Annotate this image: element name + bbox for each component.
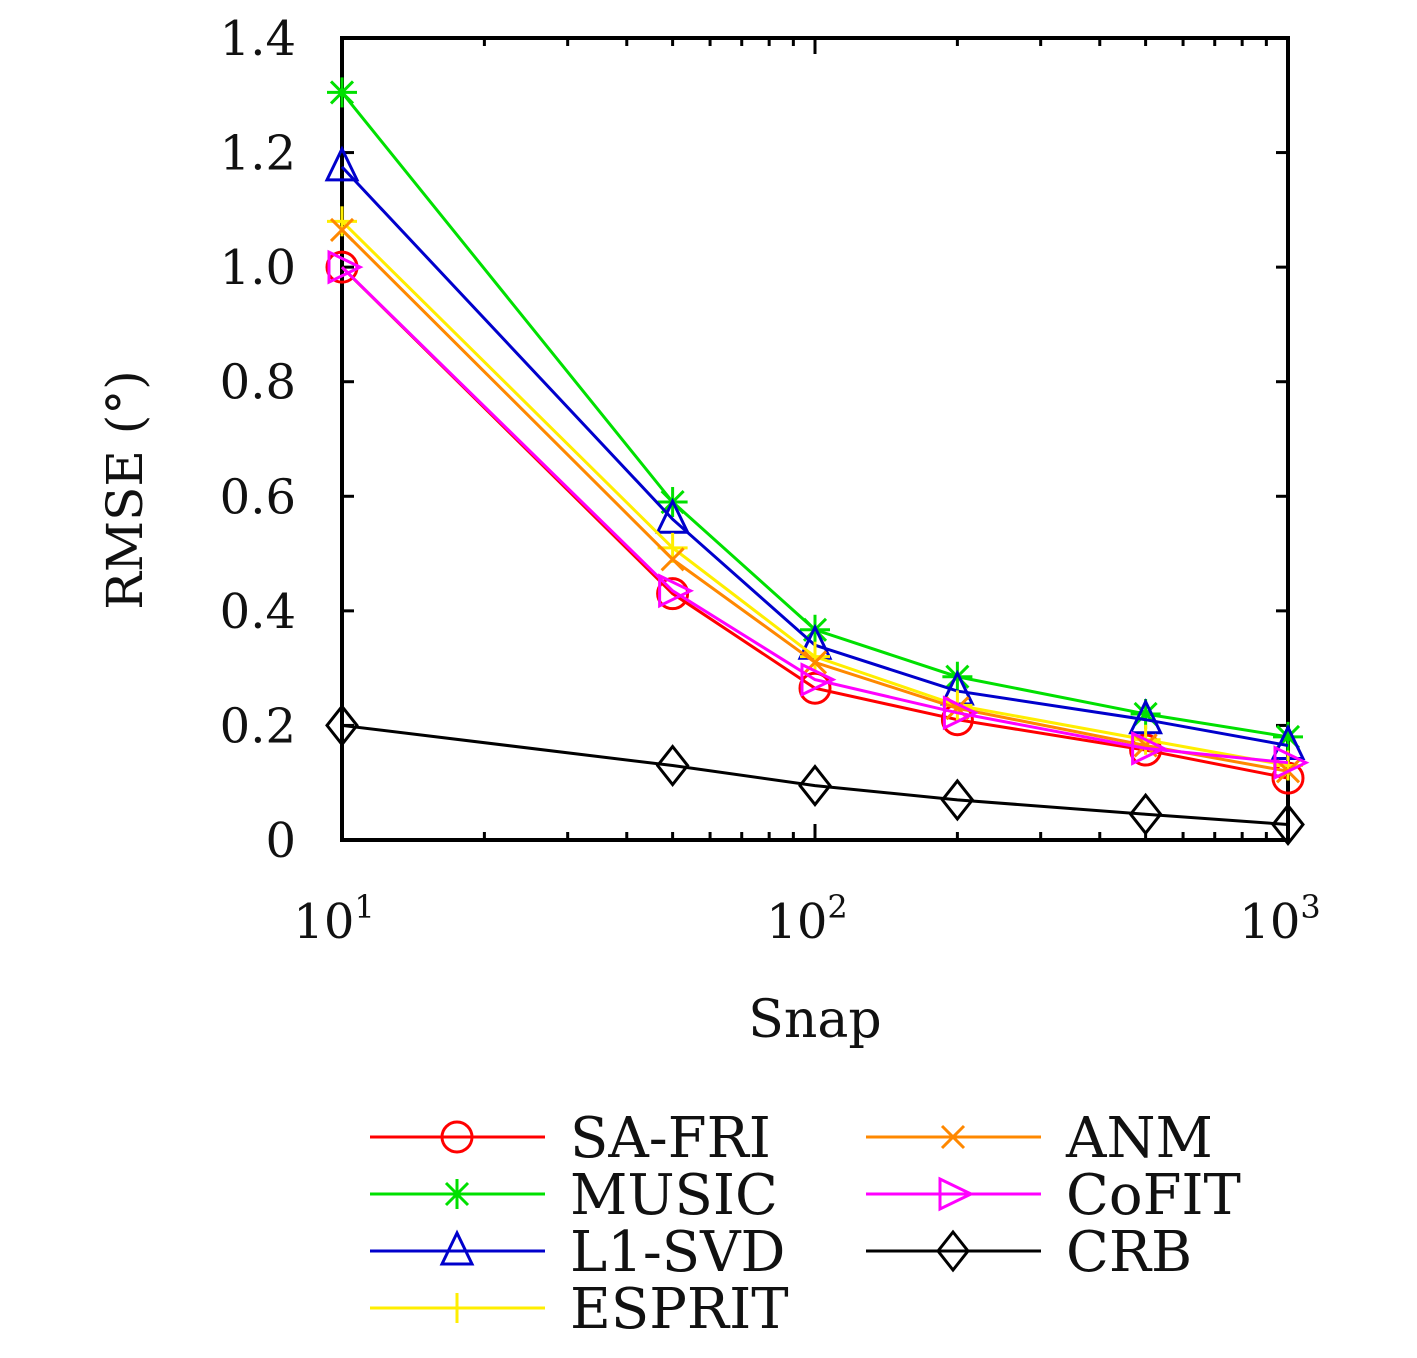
legend-item: ESPRIT [370,1277,789,1342]
legend-item: ANM [866,1106,1213,1171]
data-point-diamond-marker [1271,803,1305,846]
series-esprit [327,206,1303,781]
y-tick-label: 0 [265,813,296,869]
series-line [340,266,1289,765]
legend-label: ANM [1065,1106,1213,1171]
y-tick-label: 0.8 [220,355,296,411]
data-point-diamond-marker [655,744,690,787]
legend-asterisk-marker [444,1181,470,1207]
legend-label: ESPRIT [570,1277,789,1342]
legend-right-triangle-marker [938,1176,975,1212]
legend-label: MUSIC [570,1163,778,1228]
y-axis-label: RMSE (°) [96,370,154,610]
y-tick-label: 1.0 [220,240,296,296]
legend-circle-marker [440,1120,474,1154]
series-anm [329,217,1301,784]
legend-item: L1-SVD [370,1220,785,1285]
data-point-right-triangle-marker [942,695,979,731]
legend-label: CoFIT [1066,1163,1241,1228]
y-tick-label: 1.4 [220,11,296,67]
data-point-right-triangle-marker [800,662,837,697]
data-point-right-triangle-marker [1131,730,1168,766]
legend-item: MUSIC [370,1163,778,1228]
legend-label: CRB [1066,1220,1192,1285]
data-point-circle-marker [798,671,832,705]
data-point-right-triangle-marker [1273,745,1310,781]
legend-label: L1-SVD [570,1220,785,1285]
y-tick-label: 1.2 [220,126,296,182]
series-line [341,723,1289,827]
x-axis-label: Snap [748,990,881,1050]
data-point-asterisk-marker [329,80,355,105]
data-point-triangle-marker [655,497,691,534]
series-line [340,266,1289,780]
y-tick-label: 0.2 [220,698,296,754]
series-cofit [327,249,1310,781]
data-point-x-marker [945,696,970,721]
x-tick-label: 101 [293,888,374,950]
data-point-triangle-marker [324,145,360,182]
series-line [340,228,1289,773]
data-point-diamond-marker [1128,792,1163,836]
data-point-diamond-marker [798,764,832,807]
data-point-x-marker [802,650,828,675]
y-tick-label: 0.4 [220,584,296,640]
y-tick-label: 0.6 [220,469,296,525]
x-tick-label: 102 [766,888,847,950]
series-sa-fri [325,250,1305,795]
data-point-diamond-marker [940,778,975,822]
legend-item: SA-FRI [370,1106,771,1171]
data-point-right-triangle-marker [327,249,364,285]
plot-frame [340,36,1290,842]
data-point-asterisk-marker [1133,701,1158,727]
legend-item: CRB [866,1220,1192,1285]
legend-item: CoFIT [866,1163,1241,1228]
data-point-asterisk-marker [945,664,970,689]
legend-triangle-marker [439,1229,475,1266]
legend-x-marker [940,1124,966,1150]
data-point-diamond-marker [325,704,359,747]
series-crb [325,704,1305,846]
series-line [340,91,1289,739]
data-point-right-triangle-marker [658,573,695,609]
x-tick-label: 103 [1239,888,1320,950]
series-line [340,165,1289,747]
data-point-x-marker [329,217,355,242]
data-point-x-marker [1133,733,1158,758]
data-point-x-marker [660,547,685,572]
legend-diamond-marker [936,1229,970,1273]
series-line [340,220,1289,768]
legend-label: SA-FRI [570,1106,771,1171]
